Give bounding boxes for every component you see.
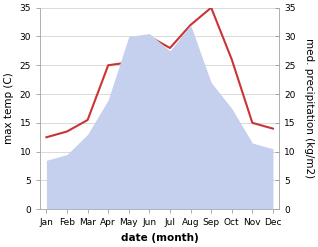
Y-axis label: med. precipitation (kg/m2): med. precipitation (kg/m2) [304, 38, 314, 179]
X-axis label: date (month): date (month) [121, 233, 198, 243]
Y-axis label: max temp (C): max temp (C) [4, 73, 14, 144]
